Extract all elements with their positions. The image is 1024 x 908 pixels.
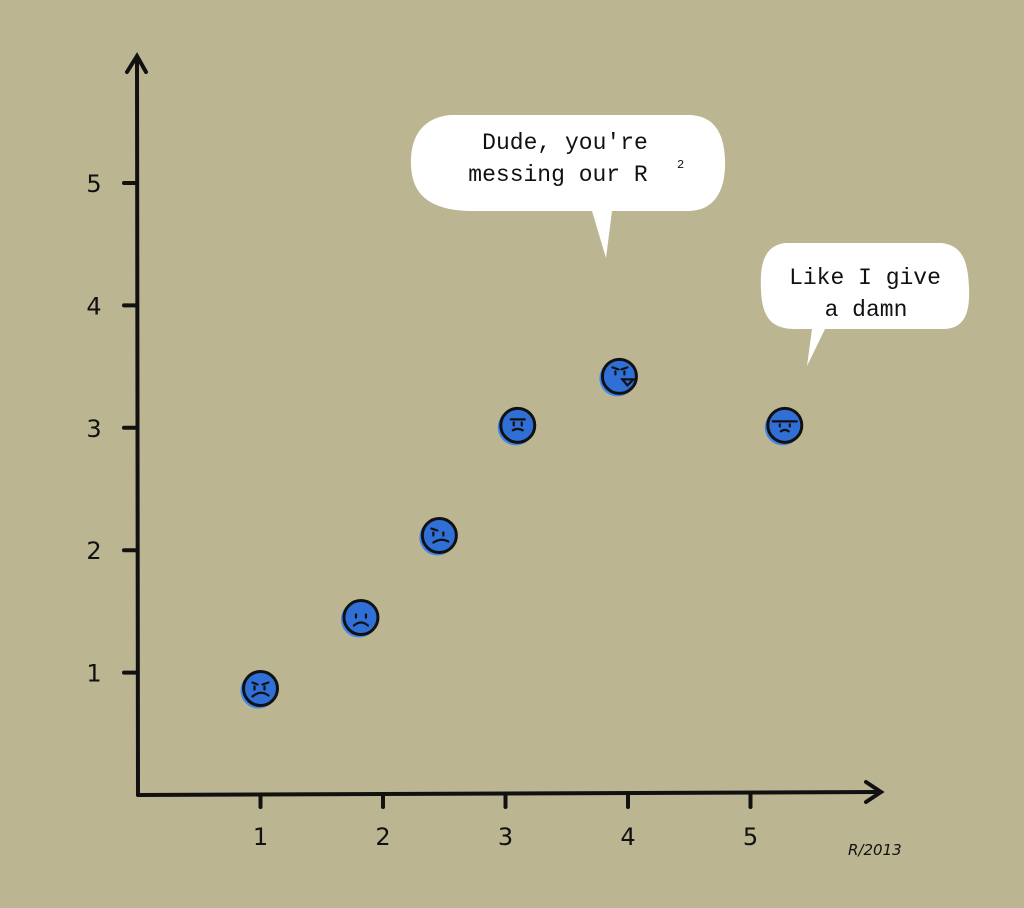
y-tick-label-2: 2 <box>86 537 101 565</box>
tick-marks <box>122 181 753 809</box>
data-point-face <box>251 681 270 698</box>
data-point-marker <box>766 406 804 444</box>
speech-bubble-1-shape <box>410 115 726 258</box>
data-point-6 <box>764 406 804 446</box>
data-point-marker <box>420 517 458 555</box>
data-point-2 <box>340 599 380 638</box>
speech-bubble-1-superscript: 2 <box>677 158 684 172</box>
tick-labels: 1 2 3 4 5 1 2 3 4 5 <box>86 170 758 851</box>
data-point-3 <box>419 517 458 556</box>
x-tick-label-3: 3 <box>498 823 513 851</box>
x-axis-line <box>136 790 880 797</box>
speech-bubble-2-shape <box>760 243 970 366</box>
speech-bubble-1-line-1: Dude, you're <box>482 130 648 156</box>
data-point-marker <box>600 357 638 395</box>
data-point-face <box>430 527 450 544</box>
speech-bubble-1: Dude, you're messing our R 2 <box>410 115 726 258</box>
artist-signature: R/2013 <box>848 841 902 859</box>
speech-bubble-1-line-2: messing our R <box>468 162 648 188</box>
data-point-5 <box>599 357 638 397</box>
y-tick-label-4: 4 <box>86 292 101 320</box>
data-point-face <box>509 418 526 432</box>
data-point-face <box>771 420 798 433</box>
y-tick-label-1: 1 <box>86 660 101 688</box>
y-tick-label-5: 5 <box>86 170 101 198</box>
y-axis-arrowhead <box>125 52 148 74</box>
speech-bubble-2: Like I give a damn <box>760 243 970 366</box>
data-point-face <box>611 366 637 388</box>
data-point-marker <box>499 406 537 444</box>
speech-bubble-2-line-1: Like I give <box>789 265 941 291</box>
data-point-face <box>352 613 370 627</box>
x-axis-arrowhead <box>864 780 885 804</box>
x-tick-label-4: 4 <box>620 823 635 851</box>
x-tick-label-1: 1 <box>253 823 268 851</box>
data-points <box>240 357 804 709</box>
y-tick-label-3: 3 <box>86 415 101 443</box>
x-tick-label-5: 5 <box>743 823 758 851</box>
data-point-4 <box>497 406 537 446</box>
x-tick-label-2: 2 <box>375 823 390 851</box>
data-point-marker <box>242 670 279 708</box>
speech-bubble-2-line-2: a damn <box>825 297 908 323</box>
data-point-1 <box>240 670 279 709</box>
data-point-marker <box>342 599 380 637</box>
